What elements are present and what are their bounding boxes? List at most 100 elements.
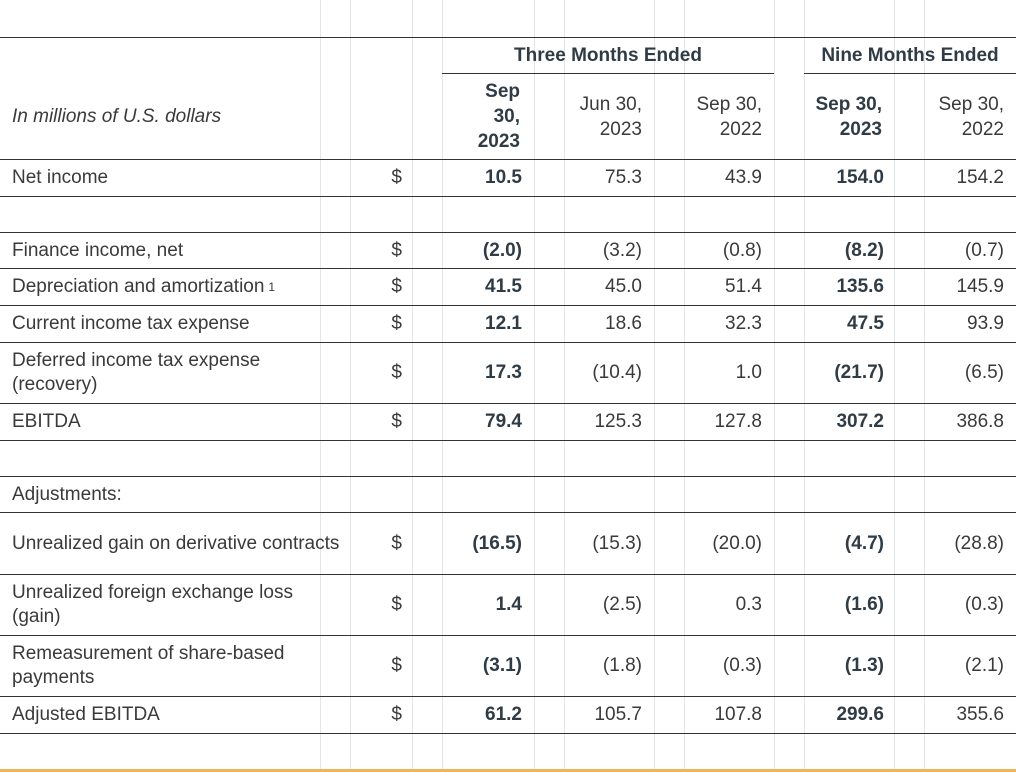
- currency-symbol: $: [391, 239, 402, 261]
- row-divider: [0, 696, 1016, 697]
- grid-line: [534, 0, 535, 772]
- value-cell: 127.8: [714, 411, 762, 432]
- grid-line: [442, 0, 443, 772]
- row-label: Finance income, net: [12, 233, 342, 268]
- value-cell: 125.3: [594, 411, 642, 432]
- value-cell: (1.6): [844, 594, 884, 615]
- row-label-text: Unrealized gain on derivative contracts: [12, 532, 340, 554]
- value-cell: 145.9: [956, 276, 1004, 297]
- row-label-text: Remeasurement of share-based payments: [12, 643, 285, 688]
- value-cell: (2.1): [964, 655, 1004, 676]
- value-cell: 79.4: [485, 411, 522, 432]
- row-divider: [0, 512, 1016, 513]
- row-label: Current income tax expense: [12, 306, 342, 342]
- value-cell: 41.5: [485, 276, 522, 297]
- value-cell: (1.3): [844, 655, 884, 676]
- grid-line: [924, 0, 925, 772]
- value-cell: 43.9: [725, 167, 762, 188]
- value-cell: (16.5): [472, 532, 522, 554]
- currency-symbol: $: [391, 704, 402, 725]
- grid-line: [320, 0, 321, 772]
- row-divider: [0, 196, 1016, 197]
- value-cell: (0.8): [722, 239, 762, 261]
- value-cell: (6.5): [964, 362, 1004, 383]
- value-cell: 61.2: [485, 704, 522, 725]
- column-header-ytd-2023: Sep 30, 2023: [815, 93, 882, 140]
- row-divider: [0, 268, 1016, 269]
- value-cell: 17.3: [485, 362, 522, 383]
- value-cell: 45.0: [605, 276, 642, 297]
- value-cell: (1.8): [602, 655, 642, 676]
- value-cell: 18.6: [605, 313, 642, 334]
- value-cell: (2.5): [602, 594, 642, 615]
- value-cell: (15.3): [592, 532, 642, 554]
- row-divider: [0, 159, 1016, 160]
- row-label: Unrealized gain on derivative contracts: [12, 513, 342, 574]
- row-label: Adjusted EBITDA: [12, 697, 342, 733]
- grid-line: [894, 0, 895, 772]
- value-cell: 93.9: [967, 313, 1004, 334]
- grid-line: [654, 0, 655, 772]
- value-cell: (4.7): [844, 532, 884, 554]
- row-divider: [0, 37, 1016, 38]
- value-cell: 355.6: [956, 704, 1004, 725]
- value-cell: (10.4): [592, 362, 642, 383]
- value-cell: 10.5: [485, 167, 522, 188]
- grid-line: [684, 0, 685, 772]
- row-label-text: Net income: [12, 167, 109, 188]
- value-cell: 107.8: [714, 704, 762, 725]
- row-label-text: Adjustments:: [12, 483, 122, 505]
- row-label-text: EBITDA: [12, 411, 81, 432]
- currency-symbol: $: [391, 313, 402, 334]
- value-cell: (3.1): [482, 655, 522, 676]
- value-cell: 75.3: [605, 167, 642, 188]
- value-cell: 386.8: [956, 411, 1004, 432]
- value-cell: 32.3: [725, 313, 762, 334]
- value-cell: (0.7): [964, 239, 1004, 261]
- row-divider: [0, 440, 1016, 441]
- currency-symbol: $: [391, 362, 402, 383]
- column-header-q3-2023: Sep 30, 2023: [477, 81, 520, 152]
- grid-line: [564, 0, 565, 772]
- units-label: In millions of U.S. dollars: [12, 105, 222, 127]
- value-cell: (3.2): [602, 239, 642, 261]
- value-cell: (0.3): [722, 655, 762, 676]
- value-cell: (2.0): [482, 239, 522, 261]
- grid-line: [412, 0, 413, 772]
- value-cell: (20.0): [712, 532, 762, 554]
- currency-symbol: $: [391, 655, 402, 676]
- row-divider: [0, 574, 1016, 575]
- currency-symbol: $: [391, 594, 402, 615]
- row-divider: [0, 232, 1016, 233]
- value-cell: (21.7): [834, 362, 884, 383]
- currency-symbol: $: [391, 411, 402, 432]
- value-cell: 12.1: [485, 313, 522, 334]
- grid-line: [774, 0, 775, 772]
- value-cell: (28.8): [954, 532, 1004, 554]
- row-divider: [0, 342, 1016, 343]
- value-cell: 0.3: [735, 594, 762, 615]
- value-cell: 135.6: [836, 276, 884, 297]
- value-cell: 51.4: [725, 276, 762, 297]
- row-divider: [0, 733, 1016, 734]
- group-underline: [442, 73, 774, 74]
- value-cell: 47.5: [847, 313, 884, 334]
- row-label-text: Unrealized foreign exchange loss (gain): [12, 582, 293, 627]
- value-cell: (0.3): [964, 594, 1004, 615]
- row-label: EBITDA: [12, 404, 342, 440]
- row-divider: [0, 476, 1016, 477]
- row-divider: [0, 305, 1016, 306]
- row-label-text: Deferred income tax expense (recovery): [12, 350, 261, 395]
- row-label-text: Current income tax expense: [12, 313, 250, 334]
- row-label-text: Adjusted EBITDA: [12, 704, 160, 725]
- value-cell: 299.6: [836, 704, 884, 725]
- row-divider: [0, 403, 1016, 404]
- grid-line: [804, 0, 805, 772]
- row-label: Adjustments:: [12, 477, 342, 512]
- row-label: Remeasurement of share-based payments: [12, 636, 342, 696]
- group-header-nine-months: Nine Months Ended: [821, 44, 999, 66]
- currency-symbol: $: [391, 276, 402, 297]
- currency-symbol: $: [391, 532, 402, 554]
- group-header-three-months: Three Months Ended: [514, 44, 702, 66]
- row-label: Unrealized foreign exchange loss (gain): [12, 575, 342, 635]
